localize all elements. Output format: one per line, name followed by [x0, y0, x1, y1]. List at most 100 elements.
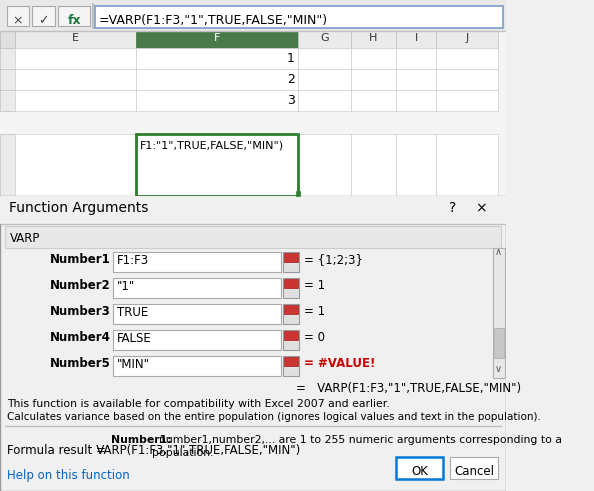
Text: Function Arguments: Function Arguments — [8, 201, 148, 215]
Bar — [396, 31, 437, 48]
Bar — [396, 48, 437, 69]
Bar — [284, 253, 298, 262]
Text: Calculates variance based on the entire population (ignores logical values and t: Calculates variance based on the entire … — [7, 412, 541, 422]
Text: =   VARP(F1:F3,"1",TRUE,FALSE,"MIN"): = VARP(F1:F3,"1",TRUE,FALSE,"MIN") — [296, 382, 521, 395]
Text: =VARP(F1:F3,"1",TRUE,FALSE,"MIN"): =VARP(F1:F3,"1",TRUE,FALSE,"MIN") — [99, 14, 328, 27]
Bar — [58, 6, 90, 26]
Text: Number4: Number4 — [50, 331, 111, 344]
Text: = #VALUE!: = #VALUE! — [304, 357, 376, 370]
Bar — [298, 48, 351, 69]
Bar — [113, 278, 282, 298]
Text: 2: 2 — [287, 73, 295, 86]
Bar — [298, 90, 351, 111]
Bar — [0, 196, 507, 224]
Bar — [113, 252, 282, 272]
Bar — [284, 331, 298, 340]
Bar — [283, 278, 299, 298]
Bar — [137, 90, 298, 111]
Bar — [7, 6, 29, 26]
Bar — [298, 134, 351, 196]
Text: 3: 3 — [287, 94, 295, 107]
Bar — [351, 90, 396, 111]
Bar — [0, 134, 15, 196]
Text: F: F — [214, 33, 220, 43]
Text: TRUE: TRUE — [117, 306, 148, 319]
Text: J: J — [466, 33, 469, 43]
Bar — [283, 252, 299, 272]
Bar — [351, 31, 396, 48]
Text: This function is available for compatibility with Excel 2007 and earlier.: This function is available for compatibi… — [7, 399, 390, 409]
Bar — [396, 457, 443, 479]
Text: ∨: ∨ — [495, 364, 503, 374]
Text: Cancel: Cancel — [454, 465, 494, 478]
Text: VARP(F1:F3,"1",TRUE,FALSE,"MIN"): VARP(F1:F3,"1",TRUE,FALSE,"MIN") — [86, 444, 301, 457]
Bar — [92, 3, 94, 29]
Bar — [493, 248, 505, 378]
Text: ×: × — [12, 14, 23, 27]
Bar — [33, 6, 55, 26]
Bar — [113, 330, 282, 350]
Bar — [298, 31, 351, 48]
Bar — [296, 191, 300, 196]
Bar — [0, 90, 15, 111]
Bar — [0, 0, 507, 31]
Text: "1": "1" — [117, 280, 135, 293]
Bar — [284, 279, 298, 288]
Bar — [437, 69, 498, 90]
Bar — [351, 69, 396, 90]
Text: ∧: ∧ — [495, 247, 503, 257]
Bar — [298, 69, 351, 90]
Bar — [437, 31, 498, 48]
Text: F1:F3: F1:F3 — [117, 254, 149, 267]
Bar — [113, 356, 282, 376]
Text: Number1: Number1 — [50, 253, 111, 266]
Bar — [113, 304, 282, 324]
Text: VARP: VARP — [10, 232, 40, 245]
Bar — [5, 226, 501, 248]
Bar — [283, 330, 299, 350]
Text: population.: population. — [151, 448, 213, 458]
Bar — [283, 356, 299, 376]
Text: ✓: ✓ — [38, 14, 49, 27]
Text: "MIN": "MIN" — [117, 358, 150, 371]
Text: G: G — [321, 33, 329, 43]
Text: fx: fx — [67, 14, 81, 27]
Bar — [0, 69, 15, 90]
Bar — [137, 69, 298, 90]
Text: Number3: Number3 — [50, 305, 111, 318]
Text: I: I — [415, 33, 418, 43]
Bar — [15, 31, 137, 48]
Bar — [15, 69, 137, 90]
Bar — [437, 134, 498, 196]
Text: number1,number2,... are 1 to 255 numeric arguments corresponding to a: number1,number2,... are 1 to 255 numeric… — [151, 435, 562, 445]
Text: H: H — [369, 33, 378, 43]
Text: ?: ? — [449, 201, 457, 215]
Text: Formula result =: Formula result = — [7, 444, 106, 457]
Text: Number1:: Number1: — [111, 435, 172, 445]
Bar — [0, 31, 507, 196]
Text: OK: OK — [411, 465, 428, 478]
Bar — [96, 6, 503, 28]
Bar — [15, 48, 137, 69]
Text: = {1;2;3}: = {1;2;3} — [304, 253, 364, 266]
Bar — [396, 134, 437, 196]
Bar — [284, 305, 298, 314]
Text: = 1: = 1 — [304, 305, 326, 318]
Text: = 0: = 0 — [304, 331, 326, 344]
Text: 1: 1 — [287, 52, 295, 65]
Bar — [351, 48, 396, 69]
Bar — [396, 90, 437, 111]
Bar — [396, 69, 437, 90]
Text: Number2: Number2 — [50, 279, 111, 292]
Bar — [284, 357, 298, 366]
Text: E: E — [72, 33, 80, 43]
Bar — [0, 196, 507, 491]
Bar — [15, 134, 137, 196]
Bar — [283, 304, 299, 324]
Bar — [437, 90, 498, 111]
Text: Help on this function: Help on this function — [7, 469, 129, 482]
Text: = 1: = 1 — [304, 279, 326, 292]
Bar — [0, 31, 15, 48]
Bar — [137, 48, 298, 69]
Text: Number5: Number5 — [50, 357, 111, 370]
